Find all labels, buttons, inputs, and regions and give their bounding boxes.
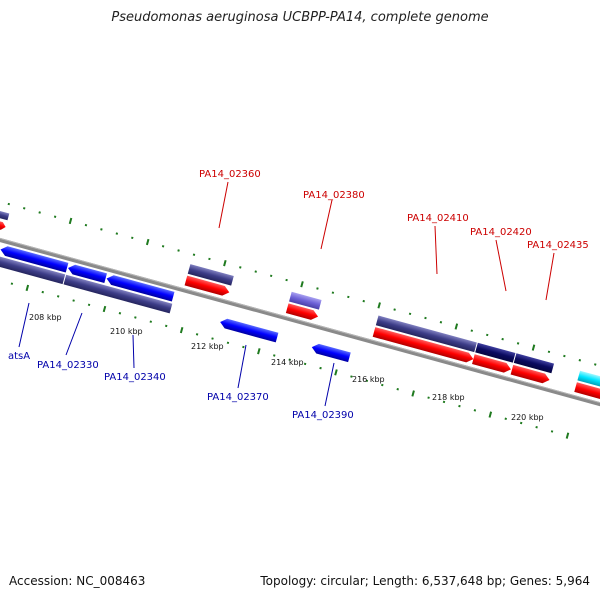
scale-label: 208 kbp	[29, 313, 62, 322]
gene-arrow-forward[interactable]	[372, 327, 475, 364]
outer-tick-row	[7, 202, 597, 366]
genome-summary-text: Topology: circular; Length: 6,537,648 bp…	[260, 574, 590, 588]
gene-block[interactable]	[0, 207, 10, 221]
scale-label: 220 kbp	[511, 413, 544, 422]
gene-label-forward[interactable]: PA14_02410	[407, 213, 469, 224]
gene-arrow-reverse[interactable]	[310, 342, 351, 363]
gene-label-forward[interactable]: PA14_02380	[303, 190, 365, 201]
accession-text: Accession: NC_008463	[9, 574, 146, 588]
gene-block[interactable]	[475, 342, 516, 363]
gene-label-reverse[interactable]: PA14_02340	[104, 372, 166, 383]
gene-block[interactable]	[63, 274, 173, 314]
gene-arrow-forward[interactable]	[285, 303, 320, 321]
forward-gene-labels	[218, 181, 555, 301]
gene-arrow-forward[interactable]	[0, 217, 7, 231]
gene-arrow-reverse[interactable]	[67, 263, 107, 284]
reverse-strand-genes	[0, 245, 351, 363]
gene-arrow-reverse[interactable]	[105, 274, 175, 302]
gene-label-reverse[interactable]: PA14_02390	[292, 410, 354, 421]
scale-label: 216 kbp	[352, 375, 385, 384]
gene-arrow-reverse[interactable]	[219, 317, 279, 343]
map-title: Pseudomonas aeruginosa UCBPP-PA14, compl…	[111, 10, 489, 25]
gene-label-reverse[interactable]: PA14_02330	[37, 360, 99, 371]
scale-label: 210 kbp	[110, 327, 143, 336]
scale-label: 218 kbp	[432, 393, 465, 402]
scale-label: 212 kbp	[191, 342, 224, 351]
gene-arrow-forward[interactable]	[472, 354, 512, 374]
gene-block[interactable]	[577, 370, 600, 391]
inner-tick-row	[10, 282, 570, 439]
gene-block[interactable]	[513, 353, 555, 374]
genome-backbone	[0, 227, 600, 417]
reverse-gene-labels	[18, 302, 335, 407]
gene-arrow-reverse[interactable]	[0, 245, 69, 273]
gene-arrow-forward[interactable]	[184, 275, 231, 298]
genome-backbone-highlight	[0, 227, 600, 414]
forward-strand-genes	[0, 207, 600, 402]
scale-labels: 208 kbp 210 kbp 212 kbp 214 kbp 216 kbp …	[29, 313, 544, 422]
gene-arrow-forward[interactable]	[510, 364, 551, 385]
gene-block[interactable]	[289, 291, 322, 310]
gene-label-reverse[interactable]: PA14_02370	[207, 392, 269, 403]
gene-arrow-forward[interactable]	[574, 382, 600, 402]
gene-block[interactable]	[0, 256, 66, 285]
gene-label-forward[interactable]: PA14_02420	[470, 227, 532, 238]
scale-label: 214 kbp	[271, 358, 304, 367]
gene-label-forward[interactable]: PA14_02435	[527, 240, 589, 251]
gene-label-forward[interactable]: PA14_02360	[199, 169, 261, 180]
gene-label-reverse[interactable]: atsA	[8, 351, 30, 362]
gene-block[interactable]	[187, 264, 234, 286]
gene-block[interactable]	[375, 315, 477, 353]
